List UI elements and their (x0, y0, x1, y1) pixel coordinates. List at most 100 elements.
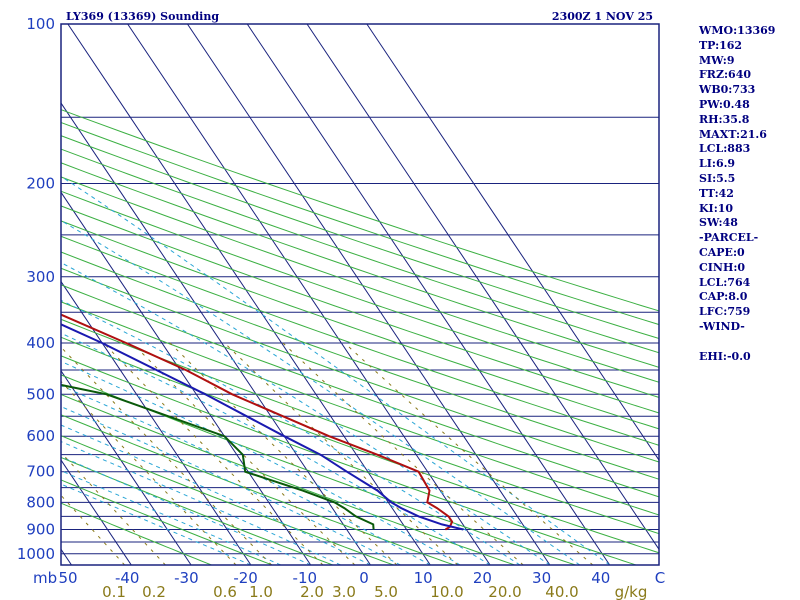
mixing-ratio-line (61, 380, 237, 565)
pressure-tick-label: 600 (26, 427, 55, 445)
pressure-tick-label: 300 (26, 268, 55, 286)
background-lines (0, 24, 659, 565)
dry-adiabat-line (61, 121, 659, 326)
mixing-ratio-tick-label: 40.0 (545, 583, 578, 600)
mixing-ratio-line (169, 342, 398, 565)
mixing-ratio-tick-label: 3.0 (332, 583, 356, 600)
moist-adiabat-line (61, 406, 401, 565)
plot-area (61, 24, 659, 565)
mixing-ratio-tick-label: g/kg (615, 583, 648, 600)
dry-adiabat-line (61, 414, 455, 565)
dry-adiabat-line (61, 251, 659, 463)
indices-panel: WMO:13369 TP:162 MW:9 FRZ:640 WB0:733 PW:0.48… (699, 24, 799, 364)
index-line: MAXT:21.6 (699, 127, 767, 141)
mixing-ratio-tick-label: 20.0 (488, 583, 521, 600)
dry-adiabat-line (61, 393, 515, 565)
moist-adiabat-line (61, 440, 341, 565)
dry-adiabat-line (61, 318, 659, 535)
dewpoint-profile (61, 383, 375, 530)
temperature-tick-label: -30 (174, 569, 199, 587)
dry-adiabat-line (61, 435, 394, 565)
temperature-profile (61, 313, 454, 531)
mixing-ratio-line (224, 342, 459, 565)
temperature-tick-label: 30 (532, 569, 551, 587)
mixing-ratio-line (131, 342, 356, 565)
dry-adiabat-line (61, 162, 659, 368)
dry-adiabat-line (61, 355, 637, 565)
isotherm-line (246, 24, 611, 565)
dry-adiabat-line (61, 176, 659, 383)
index-line: TT:42 (699, 186, 734, 200)
dry-adiabat-line (61, 235, 659, 446)
station-title: LY369 (13369) Sounding (66, 10, 219, 23)
dry-adiabat-line (61, 220, 659, 430)
dry-adiabat-line (61, 190, 659, 398)
isotherm-line (0, 24, 12, 565)
isotherm-line (61, 369, 192, 565)
temperature-tick-label: -20 (233, 569, 258, 587)
mixing-ratio-labels: 0.1 0.2 0.6 1.0 2.0 3.0 5.0 10.0 20.0 40.0 g/kg (102, 583, 647, 600)
moist-adiabat-line (61, 456, 311, 565)
moist-adiabat-line (61, 262, 551, 565)
parcel-profile (61, 323, 464, 531)
index-line: -WIND- (699, 319, 745, 333)
temperature-tick-label: 50 (58, 569, 77, 587)
moist-adiabat-line (61, 175, 610, 565)
mixing-ratio-tick-label: 0.6 (213, 583, 237, 600)
index-line: MW:9 (699, 53, 735, 67)
temperature-tick-label: 0 (359, 569, 369, 587)
index-line: SI:5.5 (699, 171, 736, 185)
pressure-tick-label: 700 (26, 463, 55, 481)
pressure-tick-label: 500 (26, 385, 55, 403)
index-line: LI:6.9 (699, 157, 736, 171)
dry-adiabat-line (61, 135, 659, 340)
index-line: -PARCEL- (699, 231, 759, 245)
index-line: EHI:-0.0 (699, 349, 751, 363)
mixing-ratio-line (344, 342, 594, 565)
index-line: WB0:733 (699, 83, 756, 97)
index-line: CAPE:0 (699, 245, 745, 259)
mixing-ratio-tick-label: 5.0 (374, 583, 398, 600)
temperature-labels: 50 -40 -30 -20 -10 0 10 20 30 40 C (58, 569, 665, 587)
mixing-ratio-tick-label: 0.1 (102, 583, 126, 600)
mixing-ratio-tick-label: 10.0 (430, 583, 463, 600)
pressure-tick-label: 400 (26, 334, 55, 352)
index-line: CAP:8.0 (699, 290, 748, 304)
isotherm-line (67, 24, 431, 565)
isotherm-line (61, 280, 252, 565)
isotherm-line (61, 102, 371, 565)
moist-adiabat-line (61, 360, 461, 565)
pressure-tick-label: 800 (26, 493, 55, 511)
dry-adiabat-line (61, 284, 659, 498)
temperature-tick-label: C (655, 569, 665, 587)
dry-adiabat-line (61, 301, 659, 516)
pressure-labels: 100 200 300 400 500 600 700 800 900 1000 (17, 15, 55, 563)
temperature-tick-label: 20 (473, 569, 492, 587)
isotherm-line (61, 459, 132, 565)
pressure-tick-label: 1000 (17, 545, 55, 563)
temperature-tick-label: 10 (414, 569, 433, 587)
dry-adiabat-line (61, 374, 576, 565)
temperature-tick-label: -40 (115, 569, 140, 587)
dry-adiabat-line (61, 336, 659, 554)
dry-adiabat-line (61, 456, 333, 565)
index-line (699, 335, 799, 350)
dry-adiabat-line (61, 502, 212, 565)
dry-adiabat-line (61, 205, 659, 414)
mixing-ratio-tick-label: 2.0 (300, 583, 324, 600)
mixing-ratio-line (103, 342, 324, 565)
temperature-tick-label: 40 (591, 569, 610, 587)
index-line: PW:0.48 (699, 97, 750, 111)
dry-adiabat-line (61, 267, 659, 480)
dry-adiabat-line (61, 148, 659, 354)
temperature-tick-label: -10 (293, 569, 318, 587)
pressure-tick-label: 200 (26, 174, 55, 192)
index-line: LCL:764 (699, 275, 751, 289)
index-line: FRZ:640 (699, 68, 752, 82)
observation-time: 2300Z 1 NOV 25 (552, 10, 653, 23)
index-line: RH:35.8 (699, 112, 750, 126)
mixing-ratio-tick-label: 1.0 (249, 583, 273, 600)
mixing-ratio-line (282, 342, 524, 565)
index-line: KI:10 (699, 201, 734, 215)
